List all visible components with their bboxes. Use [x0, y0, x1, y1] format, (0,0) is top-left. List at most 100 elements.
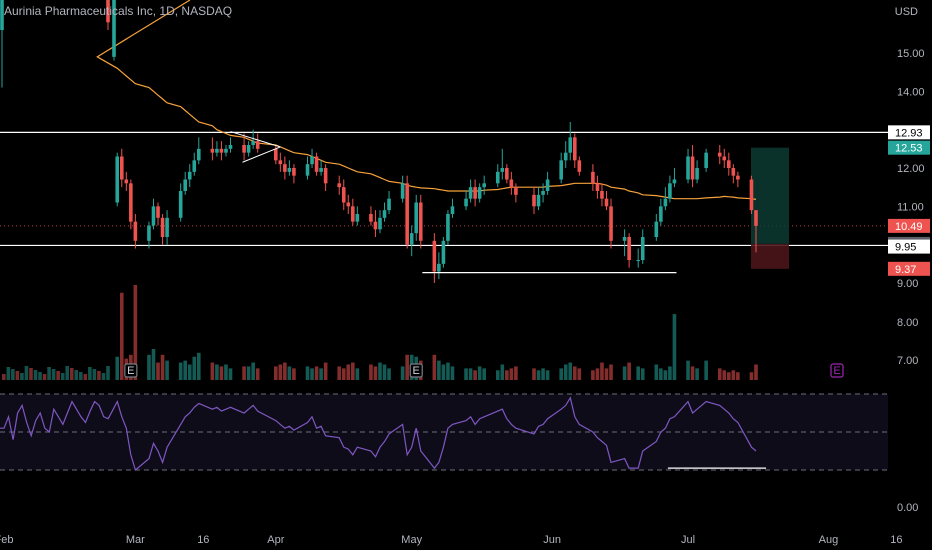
candle-body — [414, 202, 419, 234]
volume-bar — [42, 374, 47, 380]
volume-bar — [659, 368, 663, 380]
candle-body — [160, 217, 165, 237]
candle — [441, 237, 446, 268]
candle — [418, 194, 423, 249]
position-target-zone — [751, 147, 789, 244]
volume-bar — [337, 366, 342, 380]
time-tick-label: Apr — [267, 534, 284, 546]
volume-bar — [482, 368, 486, 380]
candle-body — [595, 183, 600, 191]
candle-body — [305, 164, 310, 176]
candle — [536, 187, 541, 211]
candle-body — [627, 237, 631, 260]
candle — [147, 221, 151, 249]
price-tag-label: 10.49 — [895, 221, 923, 233]
volume-bar — [341, 368, 346, 380]
candle — [450, 198, 455, 218]
volume-bar — [92, 369, 97, 380]
candle — [319, 160, 323, 176]
candle-body — [731, 168, 736, 176]
candle — [323, 164, 328, 191]
volume-bar — [387, 368, 391, 380]
candle-body — [695, 168, 699, 180]
volume-bar — [668, 366, 672, 380]
price-axis[interactable]: 9.0010.0011.0012.0013.0014.0015.008.007.… — [897, 48, 925, 514]
price-tag-label: 12.53 — [895, 143, 923, 155]
volume-bar — [165, 360, 169, 380]
candle — [482, 175, 486, 195]
volume-bar — [536, 370, 541, 380]
drawings[interactable] — [230, 131, 767, 469]
volume-bar — [196, 352, 201, 380]
candle-body — [500, 168, 505, 172]
candle-body — [178, 191, 183, 218]
candle — [595, 175, 600, 199]
candle-body — [106, 0, 110, 23]
candle-body — [441, 240, 446, 264]
volume-bar — [97, 371, 101, 380]
candle-body — [659, 206, 663, 222]
volume-bar — [147, 354, 151, 380]
candle — [509, 171, 514, 195]
candle — [387, 191, 391, 214]
volume-bar — [736, 372, 740, 380]
volume-bar — [749, 372, 754, 380]
volume-bar — [323, 362, 328, 380]
price-tag-bg — [888, 261, 930, 276]
volume-bar — [636, 366, 640, 380]
volume-bar — [672, 314, 677, 380]
position-stop-zone — [751, 243, 789, 269]
time-tick-label: Aug — [819, 534, 839, 546]
price-tag: 10.49 — [888, 218, 930, 233]
rsi-tick-label: 0.00 — [897, 502, 918, 514]
volume-bar — [373, 366, 378, 380]
candle — [604, 191, 609, 211]
candle-body — [242, 145, 246, 153]
candle — [124, 171, 129, 191]
candle-body — [473, 187, 477, 199]
earnings-marker-label: E — [833, 365, 840, 377]
candle — [183, 171, 187, 195]
volume-bar — [305, 366, 310, 380]
rsi-line-path — [0, 396, 757, 472]
candle-body — [219, 148, 224, 153]
volume-bar — [65, 366, 70, 380]
candle — [210, 137, 215, 161]
time-axis[interactable]: Feb Mar 16 Apr May Jun Jul Aug 16 — [0, 534, 903, 546]
candle — [115, 152, 120, 207]
volume-bar — [545, 370, 550, 380]
volume-bar — [690, 366, 695, 380]
candle-body — [400, 183, 405, 199]
candle — [224, 145, 228, 157]
price-tick-label: 11.00 — [897, 201, 924, 213]
time-tick-label: Feb — [0, 534, 13, 546]
candle — [187, 164, 192, 188]
price-tick-label: 7.00 — [897, 355, 918, 367]
candle — [622, 229, 627, 257]
candle-body — [192, 160, 197, 172]
volume-bar — [38, 372, 42, 380]
volume-bar — [754, 364, 758, 380]
candle — [727, 152, 731, 176]
candle-body — [468, 187, 473, 199]
volume-bar — [622, 366, 627, 380]
volume-bar — [151, 348, 156, 380]
candle-body — [0, 0, 4, 30]
volume-bar — [654, 364, 659, 380]
candle — [246, 141, 251, 157]
candle — [563, 141, 568, 168]
candle-body — [600, 191, 604, 199]
position-tool[interactable] — [751, 147, 789, 269]
volume-bar — [695, 368, 699, 380]
price-tag-bg — [888, 239, 930, 254]
volume-bar — [210, 362, 215, 380]
candle-body — [572, 137, 577, 161]
earnings-marker-box — [830, 363, 844, 378]
volume-bar — [160, 354, 165, 380]
volume-bar — [56, 371, 60, 380]
volume-bar — [727, 372, 731, 380]
candle-body — [133, 221, 138, 241]
